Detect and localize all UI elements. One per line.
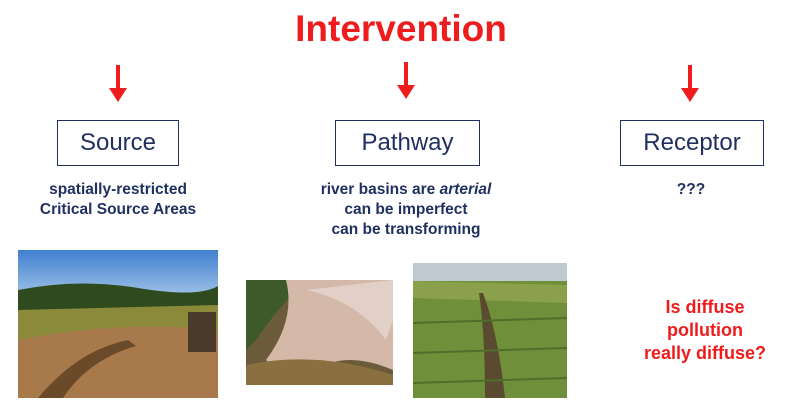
text-line: Is diffuse: [620, 296, 790, 319]
photo-field: [18, 250, 218, 398]
text-line: spatially-restricted: [10, 180, 226, 200]
source-box: Source: [57, 120, 179, 166]
text-line: pollution: [620, 319, 790, 342]
text-line: ???: [620, 180, 762, 200]
slide: Intervention Source Pathway Receptor spa…: [0, 0, 802, 403]
text-part: river basins are: [321, 181, 436, 198]
text-emphasis: arterial: [440, 181, 492, 198]
question: Is diffuse pollution really diffuse?: [620, 296, 790, 365]
text-line: can be transforming: [290, 220, 522, 240]
text-line: really diffuse?: [620, 342, 790, 365]
pathway-box: Pathway: [335, 120, 480, 166]
photo-stream: [246, 280, 393, 385]
pathway-description: river basins are arterial can be imperfe…: [290, 180, 522, 240]
text-line: river basins are arterial: [290, 180, 522, 200]
photo-grass: [413, 263, 567, 398]
text-line: can be imperfect: [290, 200, 522, 220]
text-line: Critical Source Areas: [10, 200, 226, 220]
receptor-description: ???: [620, 180, 762, 200]
receptor-box: Receptor: [620, 120, 764, 166]
source-description: spatially-restricted Critical Source Are…: [10, 180, 226, 220]
